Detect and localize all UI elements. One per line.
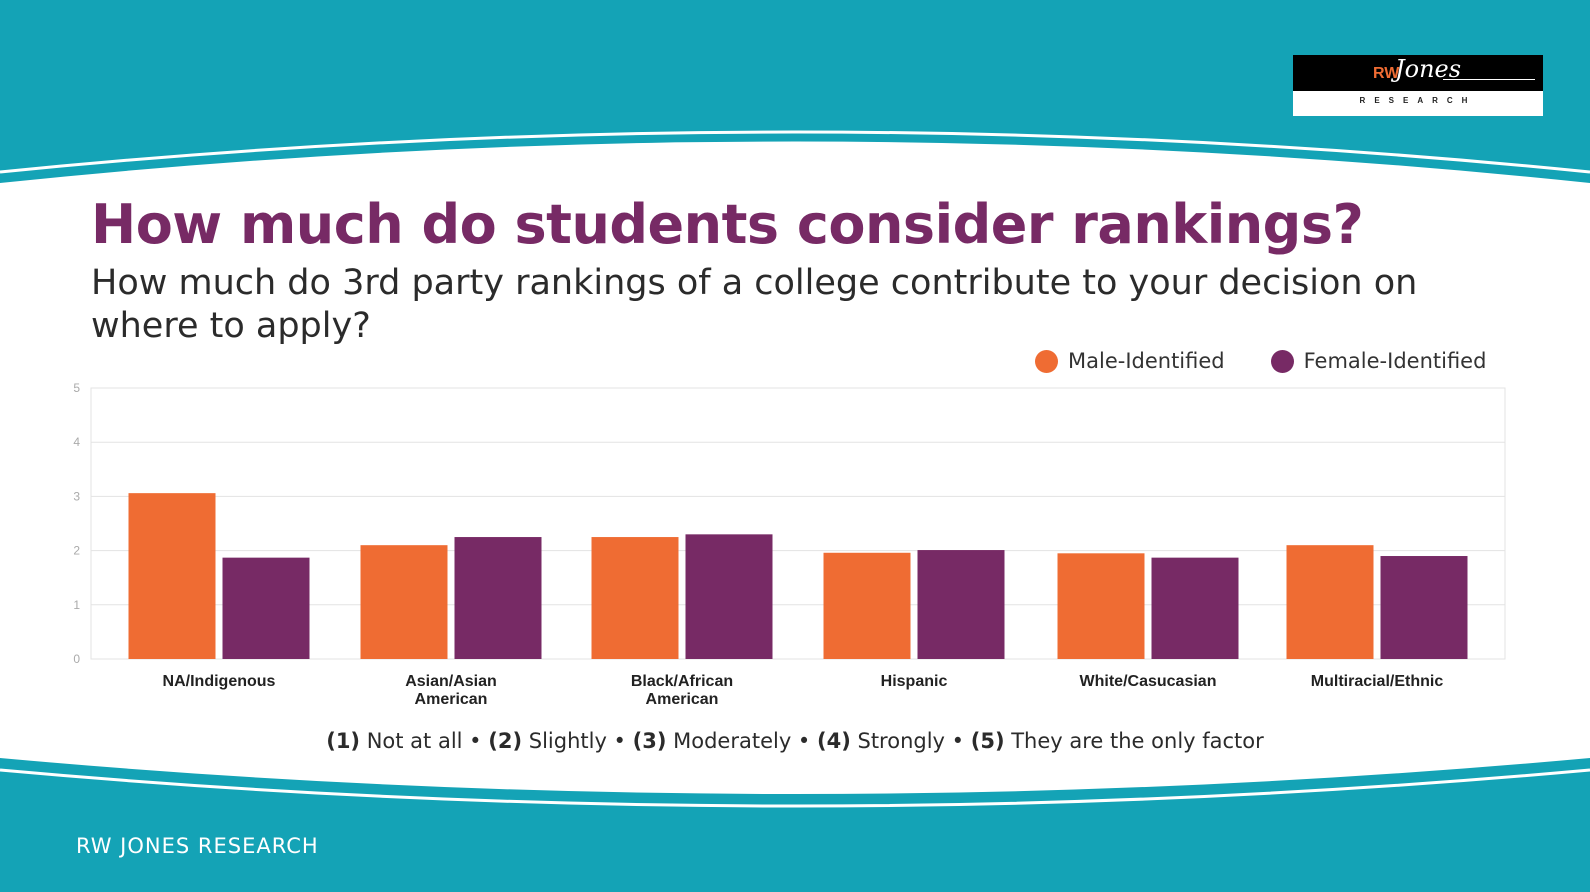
scale-number: (5) (970, 729, 1005, 753)
scale-label: Moderately (666, 729, 792, 753)
x-tick-label: Multiracial/Ethnic (1311, 673, 1444, 690)
logo-script-text: Jones (1395, 55, 1462, 83)
bar-female (1380, 556, 1468, 659)
x-tick-label: Hispanic (881, 673, 948, 690)
legend-swatch-male (1035, 349, 1058, 373)
scale-number: (1) (326, 729, 361, 753)
bar-male (823, 552, 911, 659)
x-tick-label: NA/Indigenous (163, 673, 276, 690)
legend-label-female: Female-Identified (1303, 349, 1487, 373)
footer-brand: RW JONES RESEARCH (76, 834, 319, 858)
scale-footnote: (1) Not at all • (2) Slightly • (3) Mode… (326, 729, 1264, 753)
scale-number: (3) (632, 729, 667, 753)
scale-item: (4) Strongly (817, 729, 945, 753)
page-subtitle: How much do 3rd party rankings of a coll… (91, 263, 1418, 346)
bar-female (454, 537, 542, 659)
scale-number: (2) (488, 729, 523, 753)
scale-label: Not at all (360, 729, 463, 753)
scale-item: (5) They are the only factor (971, 729, 1264, 753)
y-tick-label: 3 (73, 489, 80, 503)
x-tick-label: Asian/Asian (405, 673, 497, 690)
y-tick-label: 2 (73, 544, 80, 558)
scale-label: Strongly (850, 729, 945, 753)
logo-rw-text: RW (1373, 65, 1400, 82)
scale-item: (1) Not at all (326, 729, 462, 753)
bar-female (685, 534, 773, 659)
scale-item: (3) Moderately (633, 729, 792, 753)
legend-swatch-female (1270, 349, 1294, 373)
bar-female (222, 557, 310, 659)
legend-label-male: Male-Identified (1068, 349, 1225, 373)
y-tick-label: 4 (73, 435, 80, 449)
legend-item-female: Female-Identified (1270, 349, 1487, 373)
rw-jones-logo: RW Jones RESEARCH (1293, 55, 1543, 116)
page-title: How much do students consider rankings? (91, 193, 1364, 256)
x-tick-label: White/Casucasian (1080, 673, 1217, 690)
x-tick-label: American (415, 691, 488, 708)
bar-male (360, 545, 448, 659)
bar-female (1151, 557, 1239, 659)
x-tick-label: Black/African (631, 673, 733, 690)
bar-male (128, 493, 216, 659)
scale-label: Slightly (522, 729, 607, 753)
chart-legend: Male-Identified Female-Identified (1035, 346, 1486, 376)
y-tick-label: 1 (73, 598, 80, 612)
bar-male (1286, 545, 1374, 659)
bar-male (1057, 553, 1145, 659)
y-tick-label: 0 (73, 652, 80, 666)
logo-sub-text: RESEARCH (1359, 96, 1477, 105)
bar-female (917, 550, 1005, 659)
legend-item-male: Male-Identified (1035, 349, 1225, 373)
scale-item: (2) Slightly (488, 729, 607, 753)
scale-number: (4) (817, 729, 851, 753)
y-tick-label: 5 (73, 381, 80, 395)
x-tick-label: American (646, 691, 719, 708)
bar-male (591, 537, 679, 659)
scale-label: They are the only factor (1004, 729, 1264, 753)
